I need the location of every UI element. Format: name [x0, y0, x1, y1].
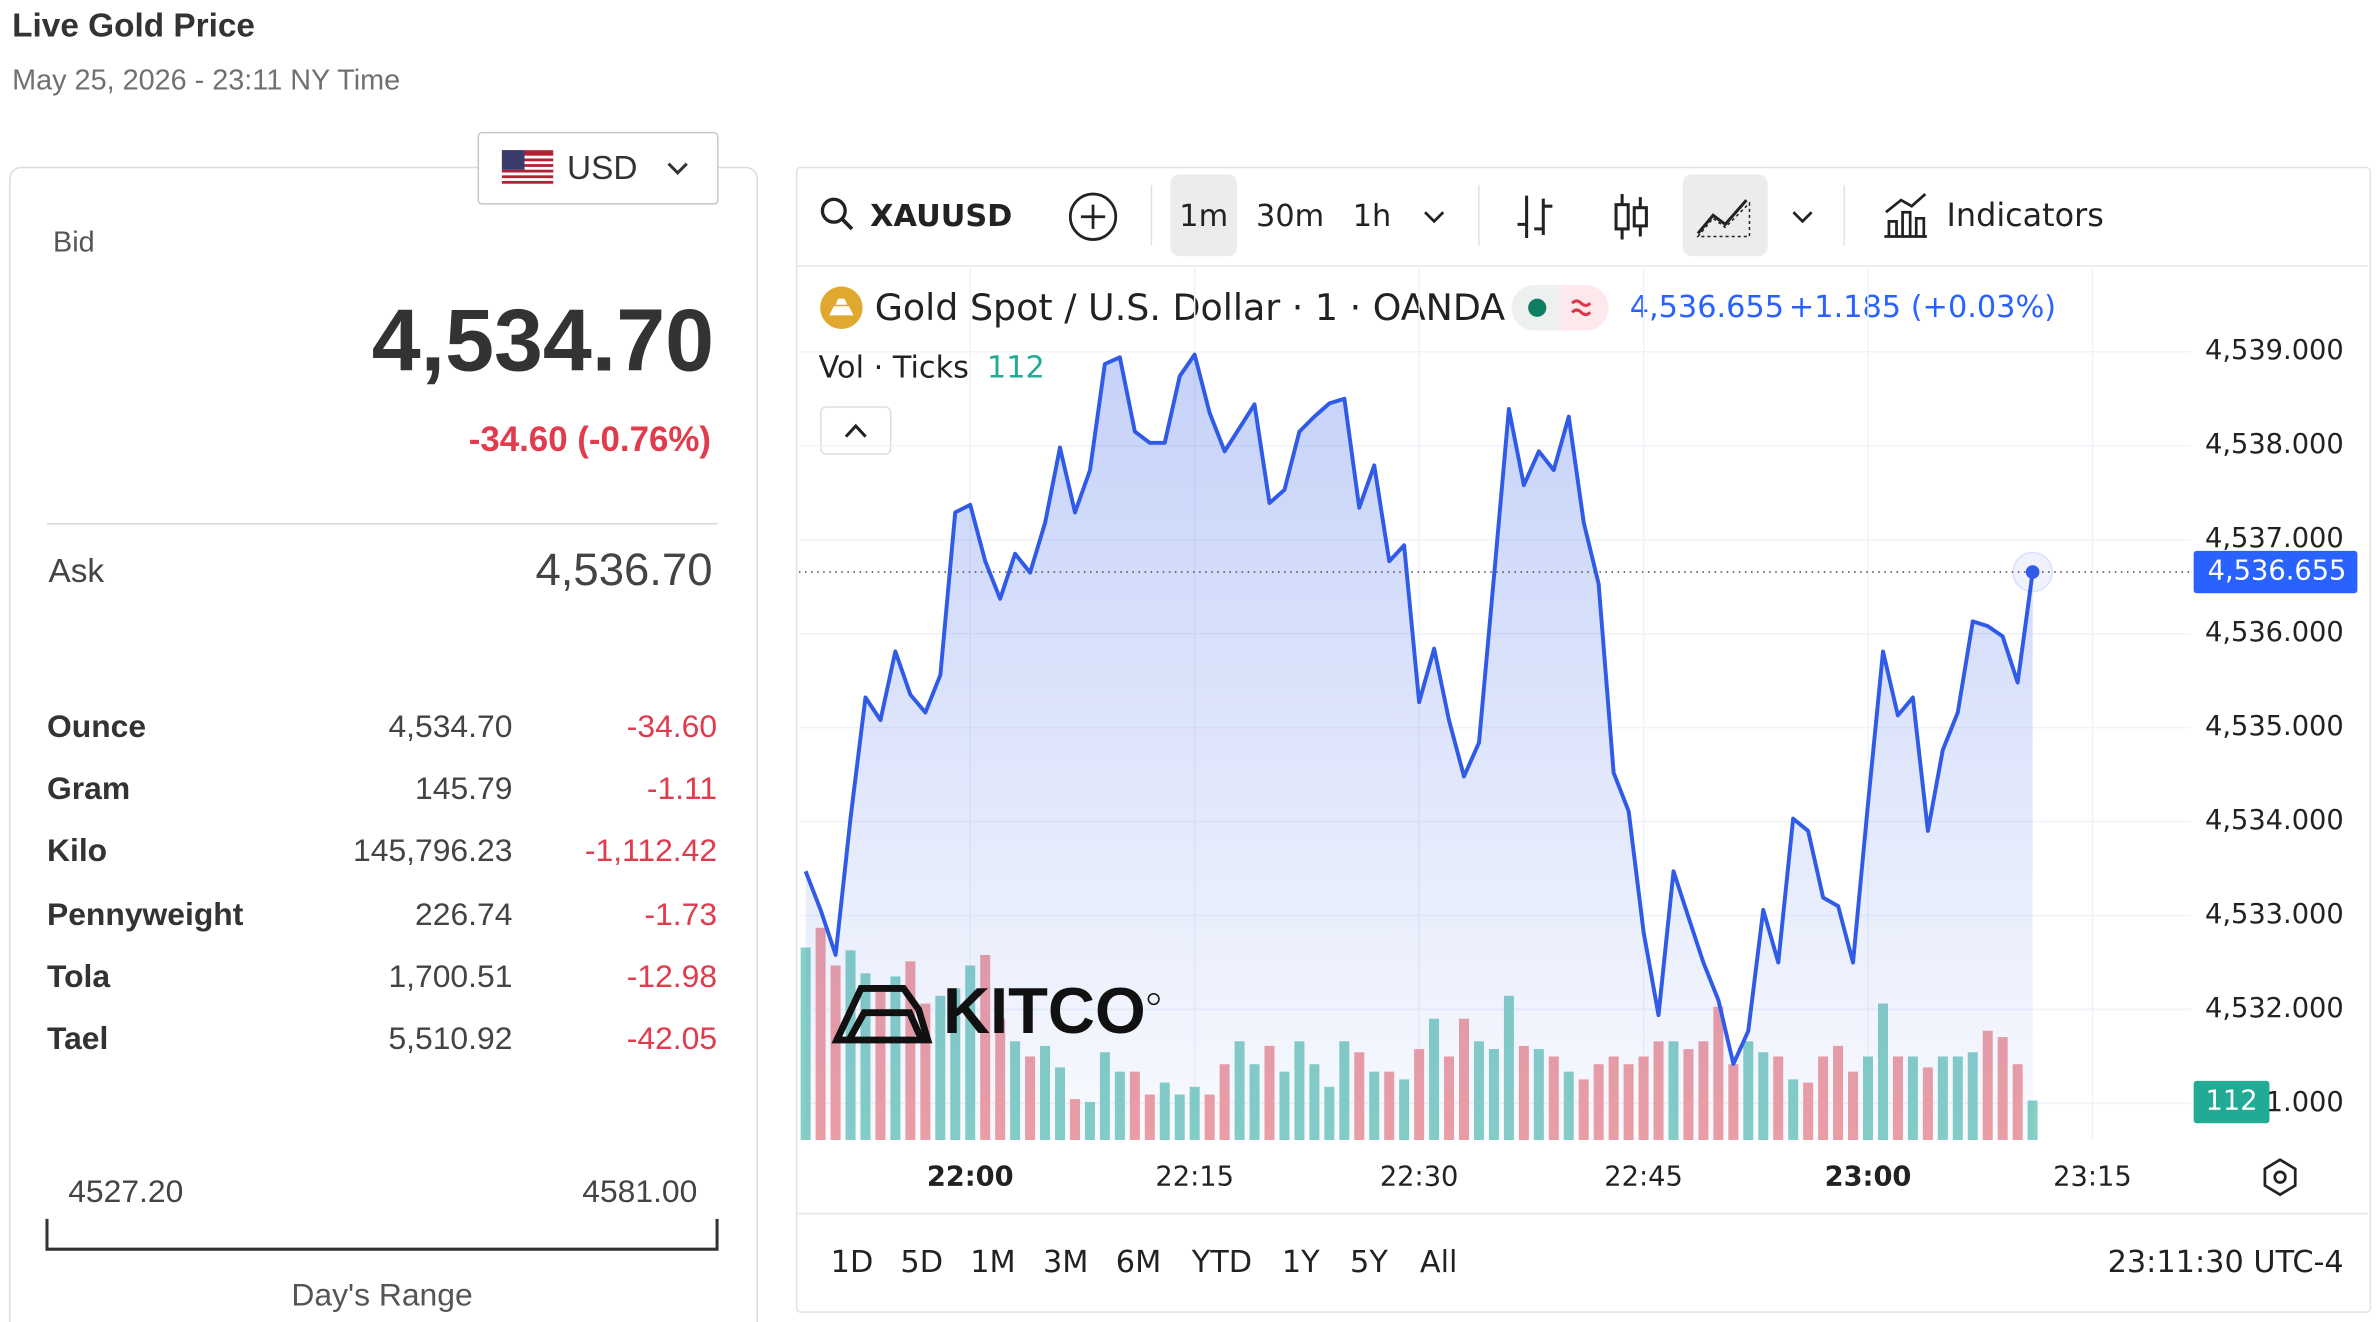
interval-button[interactable]: 1m — [1170, 174, 1238, 257]
separator — [1150, 184, 1153, 246]
ask-price: 4,536.70 — [535, 545, 713, 596]
divider — [46, 523, 718, 525]
toolbar-divider — [797, 265, 2368, 267]
interval-button[interactable]: 30m — [1256, 197, 1325, 234]
indicators-icon — [1884, 193, 1927, 238]
range-bar — [45, 1218, 719, 1251]
range-button[interactable]: 5Y — [1350, 1243, 1388, 1280]
unit-price: 4,534.70 — [388, 709, 513, 745]
status-half — [1559, 285, 1609, 331]
search-icon — [820, 197, 854, 231]
volume-label: Vol · Ticks — [818, 348, 969, 386]
range-high: 4581.00 — [582, 1174, 698, 1210]
volume-value: 112 — [986, 348, 1045, 386]
separator — [1478, 184, 1480, 246]
bid-change: -34.60 (-0.76%) — [468, 419, 712, 459]
currency-label: USD — [566, 148, 638, 187]
indicators-button[interactable]: Indicators — [1874, 182, 2117, 249]
symbol-search[interactable]: XAUUSD — [813, 182, 1025, 249]
range-button[interactable]: YTD — [1191, 1243, 1253, 1280]
footer-divider — [797, 1212, 2368, 1215]
unit-price: 226.74 — [415, 897, 513, 933]
interval-menu[interactable] — [1420, 208, 1447, 226]
unit-change: -1,112.42 — [584, 833, 718, 869]
unit-change: -1.73 — [644, 897, 718, 933]
unit-price: 1,700.51 — [388, 959, 513, 995]
range-button[interactable]: 6M — [1115, 1243, 1162, 1280]
ask-label: Ask — [48, 551, 105, 590]
candles-style-button[interactable] — [1608, 191, 1653, 243]
unit-name: Tael — [46, 1021, 109, 1057]
unit-price: 145,796.23 — [353, 833, 513, 869]
page-title: Live Gold Price — [12, 6, 255, 44]
unit-price: 145.79 — [415, 771, 513, 807]
style-menu[interactable] — [1789, 208, 1816, 226]
chevron-icon — [667, 162, 688, 175]
range-button[interactable]: 1M — [970, 1243, 1016, 1280]
collapse-icon — [844, 423, 867, 438]
unit-change: -42.05 — [626, 1021, 718, 1057]
bid-label: Bid — [53, 227, 95, 260]
indicators-label: Indicators — [1946, 197, 2104, 234]
flag-icon — [501, 150, 554, 187]
range-low: 4527.20 — [68, 1174, 184, 1210]
compare-button[interactable] — [1067, 191, 1119, 243]
symbol-logo — [820, 286, 863, 329]
interval-button[interactable]: 1h — [1352, 197, 1392, 234]
separator — [1843, 184, 1845, 246]
unit-name: Gram — [46, 771, 131, 807]
unit-name: Kilo — [46, 833, 108, 869]
page-subtitle: May 25, 2026 - 23:11 NY Time — [12, 65, 401, 98]
currency-select[interactable]: USD — [477, 131, 719, 205]
area-style-button[interactable] — [1682, 174, 1768, 257]
range-button[interactable]: All — [1419, 1243, 1458, 1280]
bid-price: 4,534.70 — [371, 291, 715, 391]
price-card — [9, 166, 758, 1322]
unit-name: Tola — [46, 959, 111, 995]
chart-widget — [795, 166, 2372, 1313]
unit-price: 5,510.92 — [388, 1021, 513, 1057]
collapse-button[interactable] — [820, 406, 892, 455]
legend-title: Gold Spot / U.S. Dollar · 1 · OANDA — [874, 286, 1506, 329]
unit-change: -12.98 — [626, 959, 718, 995]
unit-change: -34.60 — [626, 709, 718, 745]
symbol: XAUUSD — [870, 197, 1013, 234]
unit-name: Pennyweight — [46, 897, 244, 933]
range-button[interactable]: 5D — [900, 1243, 944, 1280]
unit-change: -1.11 — [646, 771, 718, 807]
unit-name: Ounce — [46, 709, 147, 745]
bars-style-button[interactable] — [1513, 191, 1558, 243]
legend-price: 4,536.655 — [1629, 288, 1785, 325]
range-button[interactable]: 3M — [1043, 1243, 1089, 1280]
status-pill — [1511, 285, 1609, 331]
range-button[interactable]: 1Y — [1281, 1243, 1320, 1280]
range-button[interactable]: 1D — [830, 1243, 874, 1280]
range-label: Day's Range — [291, 1277, 473, 1313]
clock: 23:11:30 UTC-4 — [2107, 1243, 2344, 1280]
legend-change: +1.185 (+0.03%) — [1788, 288, 2057, 325]
status-icons — [1528, 298, 1592, 317]
area-icon — [1696, 199, 1751, 238]
